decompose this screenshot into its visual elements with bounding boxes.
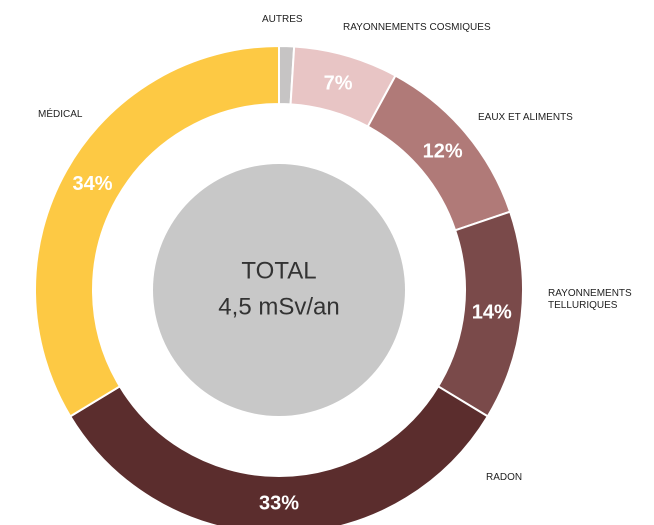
slice-value-label: 34% [73,173,113,195]
slice-value-label: 12% [423,140,463,162]
slice-value-label: 7% [324,73,353,95]
donut-slice [34,44,280,418]
category-label: EAUX ET ALIMENTS [478,112,573,123]
slice-value-label: 14% [472,302,512,324]
center-value: 4,5 mSv/an [218,293,339,320]
category-label: RAYONNEMENTS COSMIQUES [343,22,491,33]
slice-value-label: 33% [259,492,299,514]
category-label: MÉDICAL [38,109,83,120]
center-circle [153,164,405,416]
category-label: RAYONNEMENTS TELLURIQUES [548,288,632,311]
donut-slice [68,384,490,525]
center-title: TOTAL [241,257,316,284]
category-label: RADON [486,472,523,483]
category-label: AUTRES [262,14,303,25]
